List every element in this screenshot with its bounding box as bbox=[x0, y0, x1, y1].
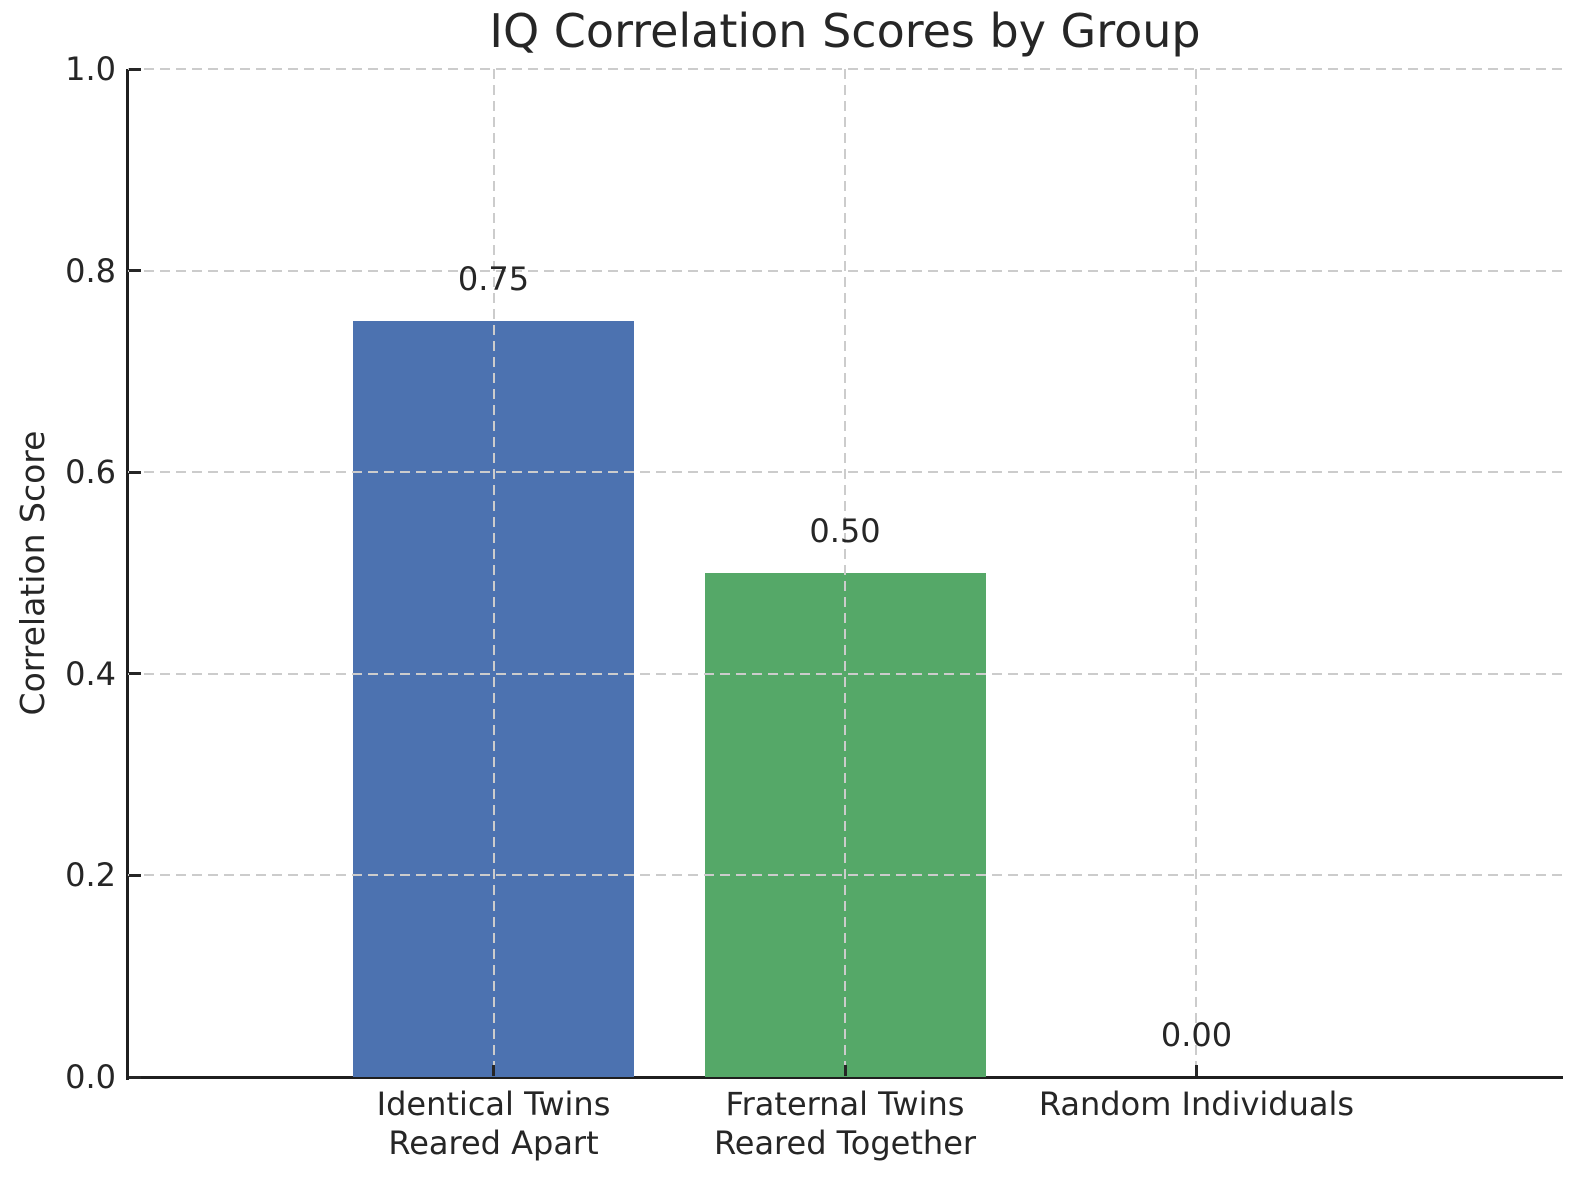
x-tick-mark bbox=[492, 1065, 496, 1076]
left-spine bbox=[126, 69, 129, 1080]
x-tick-label-line: Random Individuals bbox=[1038, 1085, 1355, 1123]
bar-value-label: 0.75 bbox=[457, 260, 530, 298]
y-tick-label: 0.6 bbox=[65, 453, 116, 492]
y-tick-label: 0.2 bbox=[65, 856, 116, 895]
x-tick-label: Fraternal Twins Reared Together bbox=[585, 1085, 1105, 1163]
x-tick-label-line: Identical Twins bbox=[376, 1085, 611, 1123]
y-tick-label: 0.0 bbox=[65, 1058, 116, 1096]
bottom-spine bbox=[126, 1076, 1563, 1079]
y-tick-mark bbox=[129, 672, 141, 676]
y-tick-label: 0.4 bbox=[65, 654, 116, 693]
y-tick-mark bbox=[129, 873, 141, 877]
y-tick-label: 1.0 bbox=[65, 50, 116, 88]
y-tick-label: 0.8 bbox=[65, 251, 116, 290]
bar-value-label: 0.00 bbox=[1160, 1016, 1233, 1054]
v-gridline bbox=[1195, 69, 1198, 1077]
v-gridline bbox=[844, 69, 846, 1077]
chart-title: IQ Correlation Scores by Group bbox=[489, 4, 1201, 58]
x-tick-mark bbox=[1194, 1065, 1198, 1076]
x-tick-label-line: Reared Apart bbox=[388, 1124, 599, 1162]
x-tick-mark bbox=[843, 1065, 847, 1076]
bar-value-label: 0.50 bbox=[809, 512, 881, 550]
x-tick-label-line: Reared Together bbox=[713, 1124, 977, 1162]
x-tick-label-line: Fraternal Twins bbox=[725, 1085, 965, 1123]
v-gridline bbox=[492, 69, 495, 1077]
y-tick-mark bbox=[129, 67, 141, 71]
x-tick-label: Random Individuals bbox=[936, 1085, 1456, 1124]
y-tick-mark bbox=[129, 1075, 141, 1079]
y-tick-mark bbox=[129, 269, 141, 273]
x-tick-label: Identical Twins Reared Apart bbox=[234, 1085, 754, 1163]
y-tick-mark bbox=[129, 470, 141, 474]
y-axis-label: Correlation Score bbox=[13, 430, 52, 716]
